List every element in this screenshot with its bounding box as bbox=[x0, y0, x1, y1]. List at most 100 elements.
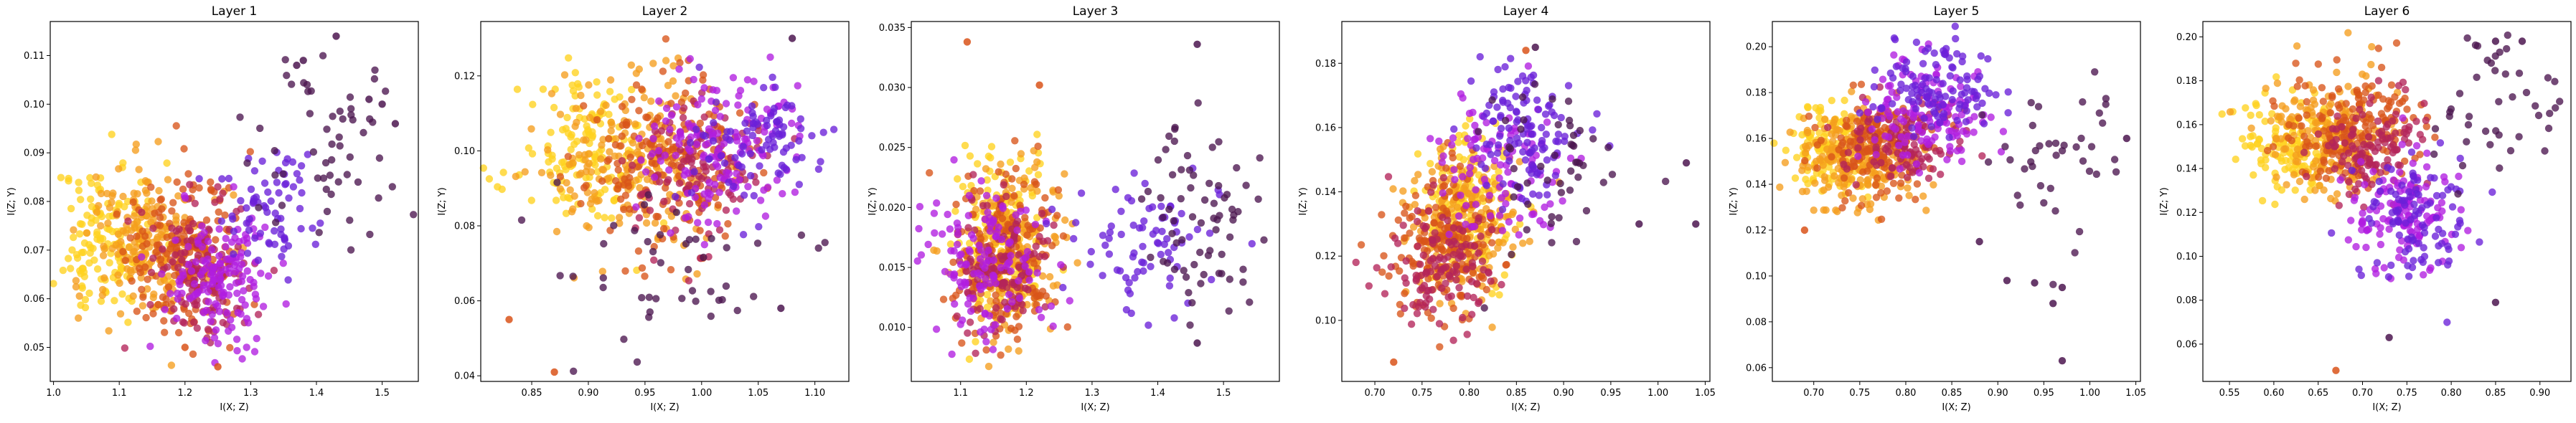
point-violet bbox=[1552, 137, 1560, 146]
point-orange bbox=[93, 208, 101, 217]
point-orange bbox=[83, 229, 91, 237]
point-crimson bbox=[1865, 115, 1874, 123]
point-dark-purple bbox=[314, 174, 321, 182]
point-crimson bbox=[214, 183, 222, 191]
point-magenta bbox=[649, 150, 657, 158]
point-red-orange bbox=[1378, 211, 1386, 219]
point-magenta bbox=[243, 343, 250, 351]
point-dark-purple bbox=[707, 312, 715, 320]
point-crimson bbox=[175, 225, 183, 233]
point-crimson bbox=[1000, 181, 1008, 189]
point-violet bbox=[1897, 80, 1905, 88]
point-red-orange bbox=[1889, 179, 1898, 187]
point-dark-purple bbox=[1185, 166, 1194, 174]
point-red-orange bbox=[1041, 194, 1049, 202]
point-violet bbox=[760, 84, 768, 92]
point-magenta bbox=[791, 188, 799, 196]
point-violet bbox=[1931, 110, 1939, 118]
point-red-orange bbox=[126, 234, 134, 242]
point-magenta bbox=[761, 128, 768, 136]
point-yellow bbox=[568, 81, 576, 90]
point-orange bbox=[1864, 181, 1872, 189]
point-outlier bbox=[332, 32, 340, 40]
point-magenta bbox=[1868, 125, 1876, 133]
point-orange bbox=[161, 276, 169, 285]
point-dark-purple bbox=[733, 306, 741, 315]
point-magenta bbox=[667, 111, 675, 119]
point-red-orange bbox=[154, 300, 162, 309]
point-magenta bbox=[1023, 247, 1032, 256]
point-red-orange bbox=[735, 109, 744, 117]
point-crimson bbox=[695, 172, 703, 181]
point-red-orange bbox=[202, 216, 211, 224]
point-magenta bbox=[700, 201, 709, 209]
point-orange bbox=[172, 212, 180, 220]
scatter-panel-1: 1.0 1.1 1.2 1.3 1.4 1.50.050.060.070.080.090.… bbox=[6, 4, 419, 413]
point-red-orange bbox=[1872, 194, 1881, 201]
point-violet bbox=[1505, 157, 1513, 165]
point-yellow bbox=[1455, 153, 1464, 161]
point-red-orange bbox=[638, 264, 647, 272]
point-dark-purple bbox=[354, 178, 362, 186]
point-dark-purple bbox=[2006, 156, 2014, 164]
point-dark-purple bbox=[1978, 111, 1986, 119]
point-red-orange bbox=[939, 295, 948, 303]
point-magenta bbox=[657, 157, 664, 165]
point-crimson bbox=[219, 189, 227, 197]
point-orange bbox=[2294, 158, 2302, 166]
point-yellow bbox=[79, 248, 88, 257]
point-yellow bbox=[2247, 133, 2255, 141]
point-magenta bbox=[1498, 227, 1507, 234]
point-dark-purple bbox=[2016, 201, 2024, 209]
point-red-orange bbox=[1440, 181, 1449, 190]
x-tick-label: 0.90 bbox=[578, 388, 598, 399]
point-orange bbox=[104, 219, 112, 227]
point-violet bbox=[277, 225, 285, 233]
point-dark-purple bbox=[1205, 179, 1213, 187]
point-red-orange bbox=[155, 208, 163, 217]
point-magenta bbox=[1007, 252, 1015, 260]
point-violet bbox=[1551, 171, 1559, 179]
point-red-orange bbox=[621, 175, 629, 183]
point-red-orange bbox=[659, 224, 668, 233]
point-magenta bbox=[1897, 133, 1905, 141]
point-orange bbox=[569, 159, 577, 167]
point-violet bbox=[1910, 133, 1918, 141]
point-red-orange bbox=[638, 85, 646, 93]
point-crimson bbox=[679, 114, 687, 122]
point-magenta bbox=[246, 275, 254, 284]
point-violet bbox=[1105, 250, 1114, 258]
point-dark-purple bbox=[1508, 250, 1515, 259]
point-violet bbox=[1166, 274, 1174, 282]
point-magenta bbox=[965, 191, 974, 199]
point-red-orange bbox=[1813, 164, 1821, 172]
point-dark-purple bbox=[1187, 184, 1195, 192]
point-dark-purple bbox=[283, 72, 291, 80]
point-yellow bbox=[1841, 96, 1848, 105]
point-dark-purple bbox=[1510, 165, 1518, 173]
point-violet bbox=[1534, 105, 1543, 113]
point-violet bbox=[1482, 109, 1490, 118]
point-orange bbox=[130, 220, 138, 228]
point-dark-purple bbox=[303, 80, 311, 89]
point-dark-purple bbox=[288, 80, 296, 88]
y-tick-label: 0.11 bbox=[24, 51, 44, 62]
point-yellow bbox=[560, 194, 568, 201]
chart-title: Layer 3 bbox=[1073, 4, 1119, 19]
point-orange bbox=[632, 176, 640, 184]
point-crimson bbox=[1843, 165, 1851, 173]
point-dark-purple bbox=[599, 274, 607, 282]
point-magenta bbox=[175, 277, 183, 285]
point-dark-purple bbox=[644, 191, 652, 199]
point-orange bbox=[693, 270, 701, 278]
point-crimson bbox=[1365, 282, 1373, 290]
y-axis-label: I(Z; Y) bbox=[1298, 187, 1309, 215]
point-violet bbox=[731, 153, 739, 162]
point-violet bbox=[748, 102, 756, 110]
point-crimson bbox=[1452, 276, 1460, 284]
point-red-orange bbox=[662, 184, 669, 192]
point-yellow bbox=[605, 110, 613, 118]
point-dark-purple bbox=[1501, 116, 1510, 125]
point-crimson bbox=[657, 127, 665, 135]
point-red-orange bbox=[179, 185, 187, 194]
